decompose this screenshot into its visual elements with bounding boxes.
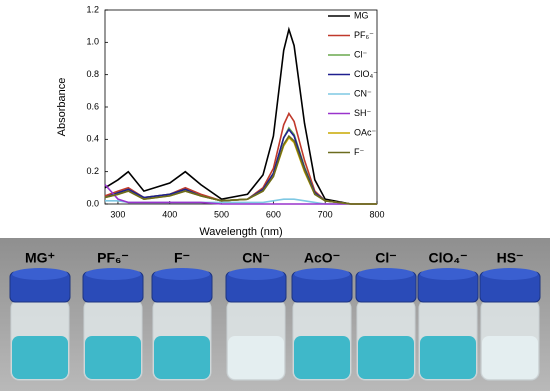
series-line	[104, 126, 377, 205]
x-tick-label: 800	[369, 209, 384, 219]
legend-label: OAc⁻	[354, 127, 377, 137]
x-tick-label: 400	[162, 209, 177, 219]
y-tick-label: 1.0	[86, 37, 99, 47]
vial-label: F⁻	[174, 250, 190, 266]
vial-cap-top	[358, 268, 414, 280]
vial-label: HS⁻	[497, 250, 524, 266]
x-tick-label: 700	[318, 209, 333, 219]
vial-liquid	[482, 336, 538, 379]
x-tick-label: 300	[110, 209, 125, 219]
vial-label: PF₆⁻	[97, 250, 129, 266]
legend-label: Cl⁻	[354, 49, 367, 59]
vial-cap-top	[12, 268, 68, 280]
plot-frame	[104, 9, 378, 205]
vial-liquid	[294, 336, 350, 379]
series-line	[104, 26, 377, 205]
vial-liquid	[12, 336, 68, 379]
legend-label: MG	[354, 10, 369, 20]
x-tick-label: 600	[266, 209, 281, 219]
vial-cap-top	[420, 268, 476, 280]
vial-label: MG⁺	[25, 250, 55, 266]
vial-cap-top	[294, 268, 350, 280]
legend-label: PF₆⁻	[354, 30, 374, 40]
vial-label: Cl⁻	[375, 250, 396, 266]
vial-liquid	[420, 336, 476, 379]
vial-label: ClO₄⁻	[429, 250, 468, 266]
y-tick-label: 1.2	[86, 4, 99, 14]
legend-label: F⁻	[354, 147, 364, 157]
series-line	[104, 184, 377, 205]
vial-liquid	[228, 336, 284, 379]
y-tick-label: 0.6	[86, 101, 99, 111]
vial-cap-top	[85, 268, 141, 280]
series-line	[104, 128, 377, 205]
series-line	[104, 136, 377, 205]
x-tick-label: 500	[214, 209, 229, 219]
vial-label: AcO⁻	[304, 250, 340, 266]
y-axis-label: Absorbance	[56, 78, 68, 137]
y-tick-label: 0.4	[86, 134, 99, 144]
vial-liquid	[85, 336, 141, 379]
vial-label: CN⁻	[242, 250, 270, 266]
legend-label: SH⁻	[354, 108, 372, 118]
y-tick-label: 0.8	[86, 69, 99, 79]
vial-cap-top	[154, 268, 210, 280]
x-axis-label: Wavelength (nm)	[199, 226, 282, 238]
legend-label: CN⁻	[354, 88, 372, 98]
y-tick-label: 0.0	[86, 198, 99, 208]
vial-liquid	[154, 336, 210, 379]
legend-label: ClO₄⁻	[354, 69, 378, 79]
y-tick-label: 0.2	[86, 166, 99, 176]
vial-cap-top	[482, 268, 538, 280]
vial-cap-top	[228, 268, 284, 280]
series-line	[104, 134, 377, 205]
vial-liquid	[358, 336, 414, 379]
